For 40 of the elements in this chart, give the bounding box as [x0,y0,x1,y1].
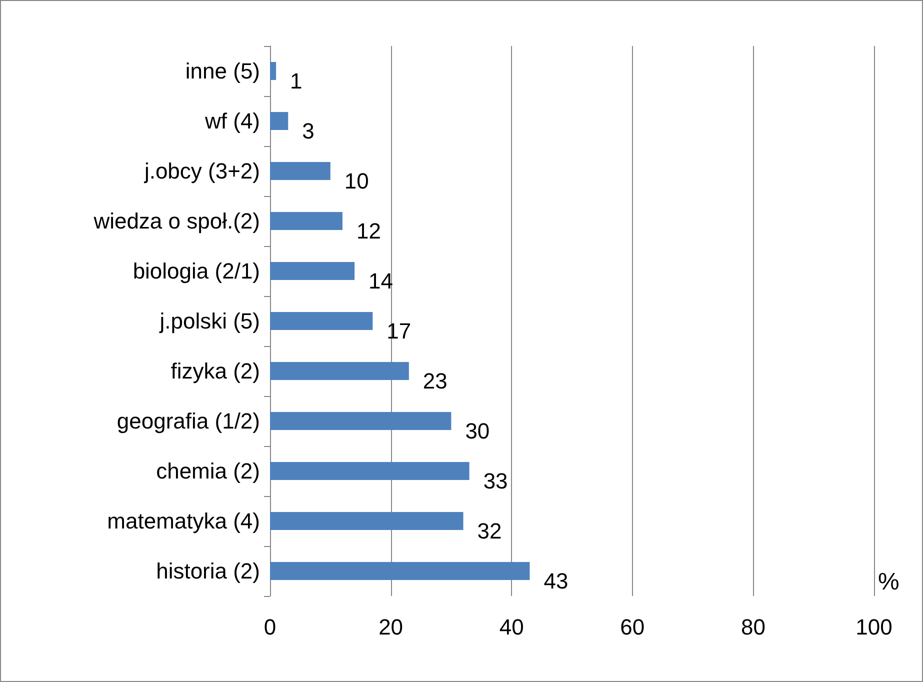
y-tick-label: chemia (2) [156,458,260,484]
y-tick-label: geografia (1/2) [116,408,260,434]
bar [270,362,409,380]
bar [270,112,288,130]
bar [270,312,373,330]
bar [270,512,464,530]
x-tick-label: 80 [740,614,766,640]
data-label: 1 [290,68,302,94]
x-tick-label: 20 [378,614,404,640]
x-tick-label: 0 [264,614,276,640]
data-label: 33 [483,468,508,494]
data-label: 23 [422,368,448,394]
y-tick-label: fizyka (2) [170,358,260,384]
data-label: 17 [386,318,412,344]
x-axis-title: % [878,568,900,596]
bar [270,262,355,280]
y-tick-label: historia (2) [156,558,260,584]
bar [270,162,330,180]
x-tick-label: 60 [620,614,645,640]
bar [270,412,452,430]
y-tick-label: matematyka (4) [107,508,260,534]
y-tick-label: j.obcy (3+2) [143,158,260,184]
bar [270,62,276,80]
y-tick-label: wf (4) [204,108,260,134]
data-label: 30 [465,418,490,444]
x-tick-label: 40 [499,614,524,640]
bar [270,562,530,580]
data-label: 32 [477,518,502,544]
data-label: 14 [368,268,394,294]
bar [270,212,342,230]
data-label: 43 [544,568,568,594]
y-tick-label: j.polski (5) [158,308,260,334]
data-label: 10 [344,168,369,194]
x-tick-label: 100 [856,614,892,640]
y-tick-label: inne (5) [185,58,260,84]
y-tick-label: biologia (2/1) [132,258,260,284]
bar [270,462,470,480]
y-tick-label: wiedza o społ.(2) [92,208,260,234]
data-label: 3 [302,118,314,144]
data-label: 12 [356,218,381,244]
